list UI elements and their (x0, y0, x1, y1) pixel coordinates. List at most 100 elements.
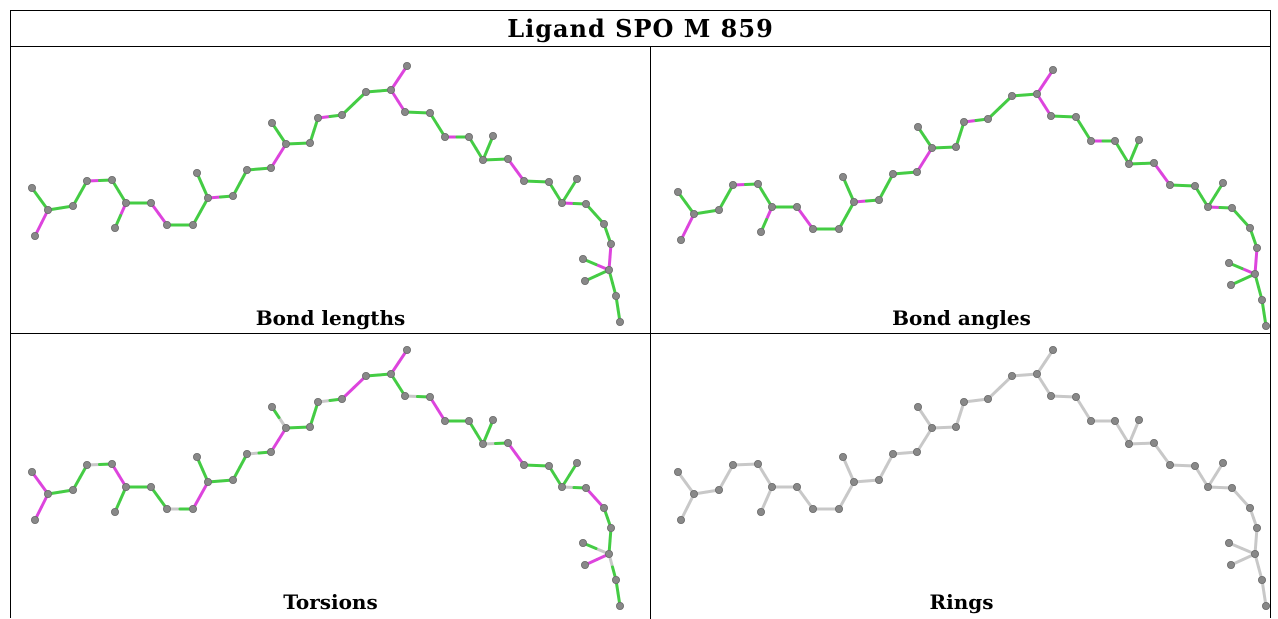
atom (792, 202, 801, 211)
atom (305, 423, 314, 432)
atom (729, 461, 738, 470)
atom (108, 460, 117, 469)
atom (1166, 461, 1175, 470)
atom (715, 205, 724, 214)
atom (1262, 321, 1271, 330)
atom (1246, 503, 1255, 512)
title-row: Ligand SPO M 859 (11, 11, 1270, 47)
caption-bond-angles: Bond angles (892, 306, 1031, 330)
caption-bond-lengths: Bond lengths (255, 306, 406, 330)
atom (503, 155, 512, 164)
panel-torsions: Torsions (11, 334, 650, 619)
atom (1149, 439, 1158, 448)
atom (69, 201, 78, 210)
atom (69, 485, 78, 494)
atom (927, 144, 936, 153)
atom (581, 560, 590, 569)
atom (1253, 523, 1262, 532)
atom (1048, 65, 1057, 74)
atom (313, 114, 322, 123)
atom (838, 453, 847, 462)
atom (792, 482, 801, 491)
panel-bond-lengths: Bond lengths (11, 48, 650, 333)
atom (1110, 137, 1119, 146)
atom (757, 227, 766, 236)
atom (913, 403, 922, 412)
atom (1007, 372, 1016, 381)
atom (874, 195, 883, 204)
atom (228, 475, 237, 484)
atom (281, 140, 290, 149)
atom (676, 235, 685, 244)
atom (874, 475, 883, 484)
atom (1262, 601, 1271, 610)
atom (503, 439, 512, 448)
atom (267, 119, 276, 128)
atom (849, 197, 858, 206)
atom (1246, 223, 1255, 232)
atom (573, 459, 582, 468)
atom (983, 395, 992, 404)
atom (122, 198, 131, 207)
atom (616, 601, 625, 610)
atom (1124, 160, 1133, 169)
atom (545, 177, 554, 186)
atom (1258, 575, 1267, 584)
atom (203, 193, 212, 202)
atom (266, 448, 275, 457)
atom (1219, 178, 1228, 187)
atom (1204, 202, 1213, 211)
atom (361, 88, 370, 97)
atom (754, 460, 763, 469)
atom (266, 164, 275, 173)
atom (162, 220, 171, 229)
atom (768, 482, 777, 491)
atom (545, 461, 554, 470)
atom (834, 504, 843, 513)
atom (386, 86, 395, 95)
molecule-torsions (27, 345, 625, 610)
atom (30, 515, 39, 524)
atom (1110, 417, 1119, 426)
atom (30, 231, 39, 240)
atom (337, 395, 346, 404)
atom (600, 219, 609, 228)
panel-bond-angles: Bond angles (651, 48, 1272, 333)
atom (361, 372, 370, 381)
atom (1228, 203, 1237, 212)
figure-title: Ligand SPO M 859 (507, 14, 774, 43)
atom (582, 199, 591, 208)
atom (337, 111, 346, 120)
atom (188, 220, 197, 229)
atom (1071, 393, 1080, 402)
atom (440, 133, 449, 142)
atom (267, 403, 276, 412)
atom (488, 132, 497, 141)
atom (146, 198, 155, 207)
atom (612, 575, 621, 584)
atom (1086, 417, 1095, 426)
atom (1227, 560, 1236, 569)
atom (1219, 459, 1228, 468)
atom (951, 143, 960, 152)
atom (1228, 483, 1237, 492)
atom (464, 133, 473, 142)
atom (715, 485, 724, 494)
atom (1134, 136, 1143, 145)
atom (478, 156, 487, 165)
atom (44, 489, 53, 498)
atom (122, 482, 131, 491)
atom (1007, 92, 1016, 101)
atom (1251, 549, 1260, 558)
figure-frame: Ligand SPO M 859 Bond lengths Bond angle… (10, 10, 1272, 619)
atom (768, 202, 777, 211)
atom (192, 453, 201, 462)
atom (111, 507, 120, 516)
atom (1258, 295, 1267, 304)
atom (488, 416, 497, 425)
atom (519, 176, 528, 185)
atom (754, 179, 763, 188)
atom (1253, 243, 1262, 252)
atom (1191, 461, 1200, 470)
atom (1166, 180, 1175, 189)
